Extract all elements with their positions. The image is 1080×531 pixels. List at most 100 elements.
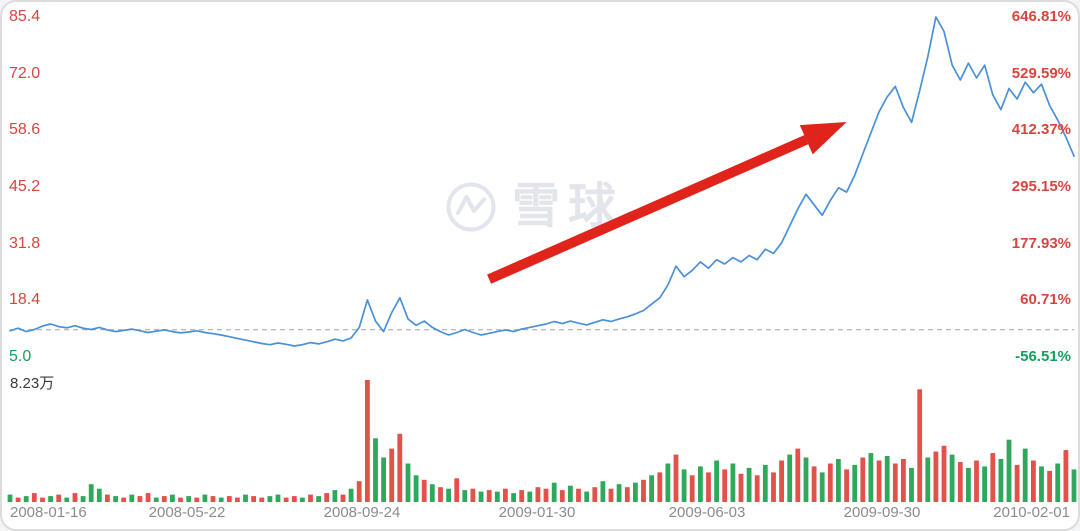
volume-bar — [1055, 463, 1061, 502]
volume-bar — [876, 460, 882, 502]
volume-bar — [657, 472, 663, 502]
xueqiu-watermark: 雪球 — [444, 180, 624, 234]
volume-bar — [811, 466, 817, 502]
volume-bar — [933, 451, 939, 502]
volume-bar — [949, 454, 955, 502]
volume-bar — [892, 463, 898, 502]
left-axis-label: 85.4 — [9, 8, 41, 25]
volume-bar — [170, 494, 175, 502]
volume-bar — [178, 497, 183, 502]
x-axis-date-label: 2009-06-03 — [668, 504, 746, 521]
volume-bar — [974, 460, 979, 502]
volume-bar — [251, 496, 256, 502]
right-axis-label: 412.37% — [1011, 121, 1071, 138]
volume-bar — [462, 490, 468, 502]
volume-bar — [990, 453, 996, 502]
volume-bar — [267, 496, 273, 502]
volume-bar — [754, 475, 760, 502]
volume-bar — [649, 475, 654, 502]
volume-bar — [787, 454, 793, 502]
annotation-arrow — [487, 122, 847, 284]
volume-bar — [373, 438, 378, 502]
volume-bar — [844, 469, 849, 502]
volume-bar — [633, 482, 638, 502]
volume-bar — [600, 481, 606, 502]
volume-bar — [592, 487, 598, 502]
volume-bar — [827, 463, 833, 502]
volume-bar — [226, 496, 232, 502]
volume-bar — [218, 497, 224, 502]
volume-bar — [527, 491, 533, 502]
volume-bar — [616, 484, 622, 502]
volume-bar — [836, 459, 841, 502]
volume-bar — [722, 469, 728, 502]
volume-bar — [405, 463, 411, 502]
volume-bar — [714, 460, 719, 502]
volume-bar — [381, 457, 386, 502]
volume-bar — [300, 497, 305, 502]
volume-bar — [64, 497, 70, 502]
left-axis-label: 18.4 — [9, 291, 41, 308]
volume-bar — [641, 479, 646, 502]
volume-bar — [966, 467, 971, 502]
right-axis-label: 60.71% — [1020, 291, 1071, 308]
volume-bar — [494, 491, 500, 502]
volume-bar — [746, 467, 752, 502]
volume-bar — [543, 488, 549, 502]
volume-bar — [998, 459, 1004, 502]
volume-bar — [1039, 466, 1044, 502]
volume-bar — [689, 475, 695, 502]
volume-bar — [283, 497, 289, 502]
volume-bar — [730, 463, 736, 502]
volume-bar — [568, 485, 573, 502]
volume-bar — [332, 490, 338, 502]
volume-bar — [15, 497, 21, 502]
volume-bar — [884, 456, 890, 502]
volume-bar — [31, 493, 37, 502]
volume-bar — [1022, 448, 1028, 502]
volume-bar — [819, 472, 825, 502]
volume-bar — [324, 493, 330, 502]
volume-bar — [161, 496, 167, 502]
volume-bar — [454, 478, 460, 502]
volume-bar — [438, 487, 443, 502]
volume-bar — [365, 380, 370, 502]
volume-bar — [535, 487, 541, 502]
left-axis-label: 31.8 — [9, 235, 41, 252]
volume-bar — [153, 497, 159, 502]
volume-bar — [1071, 469, 1077, 502]
volume-bar — [129, 494, 135, 502]
volume-bar — [795, 448, 801, 502]
x-axis-date-label: 2009-09-30 — [843, 504, 921, 521]
volume-bar — [113, 496, 118, 502]
xueqiu-watermark-text: 雪球 — [512, 180, 625, 233]
volume-bar — [397, 433, 403, 502]
volume-bar — [96, 488, 102, 502]
volume-bar — [706, 472, 711, 502]
volume-bar — [559, 490, 565, 502]
volume-bar — [470, 488, 476, 502]
volume-bar — [23, 496, 29, 502]
x-axis-date-label: 2008-09-24 — [323, 504, 401, 521]
volume-bar — [982, 466, 987, 502]
volume-bar — [291, 496, 297, 502]
volume-bar — [137, 496, 143, 502]
volume-bar — [584, 491, 590, 502]
volume-bar — [202, 494, 208, 502]
xueqiu-logo-icon — [446, 182, 496, 232]
volume-bar — [194, 497, 200, 502]
volume-bar — [779, 460, 784, 502]
volume-bar — [308, 494, 313, 502]
volume-bar — [259, 497, 265, 502]
volume-bar — [7, 494, 13, 502]
volume-bar — [389, 448, 395, 502]
volume-bar — [762, 464, 768, 502]
volume-bar — [941, 445, 947, 502]
volume-bar — [145, 493, 151, 502]
volume-bar — [673, 454, 679, 502]
volume-bar — [421, 479, 427, 502]
volume-bar — [957, 462, 963, 502]
volume-bar — [72, 493, 78, 502]
